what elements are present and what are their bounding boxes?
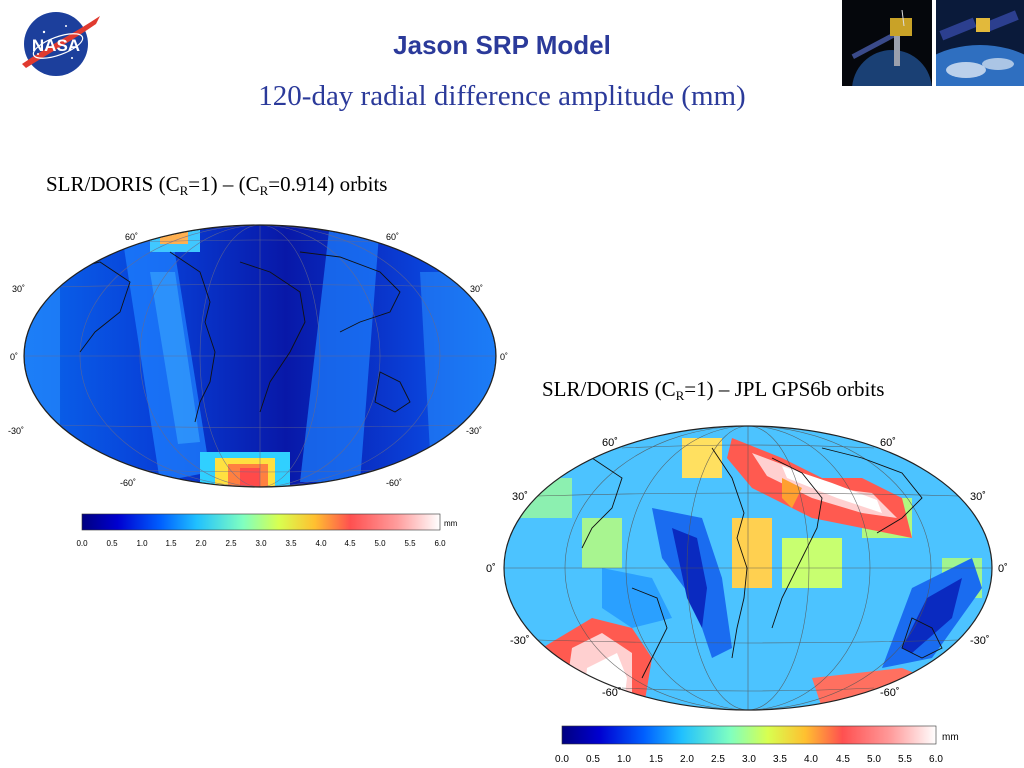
map-1-lat-60-right: 60˚	[386, 232, 399, 242]
map-1-tick: 4.0	[315, 539, 327, 548]
map-2-tick: 4.5	[836, 754, 850, 765]
map-panel-2: 60˚ 60˚ 30˚ 30˚ 0˚ 0˚ -30˚ -30˚ -60˚ -60…	[486, 425, 1008, 765]
map-1-tick: 0.0	[76, 539, 88, 548]
map-1-lat-0-right: 0˚	[500, 352, 508, 362]
map-1-colorbar-ticks: 0.0 0.5 1.0 1.5 2.0 2.5 3.0 3.5 4.0 4.5 …	[76, 539, 446, 548]
nasa-logo: NASA	[22, 12, 100, 76]
map-1-tick: 3.5	[285, 539, 297, 548]
map-2-tick: 2.0	[680, 754, 694, 765]
map-1-lat-m30-right: -30˚	[466, 426, 482, 436]
map-1-lat-m60-left: -60˚	[120, 478, 136, 488]
map-2-tick: 2.5	[711, 754, 725, 765]
map-2-tick: 1.0	[617, 754, 631, 765]
map-2-colorbar-unit: mm	[942, 732, 959, 743]
map-1-tick: 0.5	[106, 539, 118, 548]
map-1-lat-m30-left: -30˚	[8, 426, 24, 436]
satellite-image-2	[936, 0, 1024, 86]
panel-2-caption: SLR/DORIS (CR=1) – JPL GPS6b orbits	[542, 377, 885, 403]
map-2-tick: 1.5	[649, 754, 663, 765]
map-1-lat-60-left: 60˚	[125, 232, 138, 242]
map-1-colorbar-unit: mm	[444, 519, 458, 528]
map-2-lat-60-right: 60˚	[880, 437, 896, 449]
map-2-lat-0-left: 0˚	[486, 563, 496, 575]
map-2-tick: 5.5	[898, 754, 912, 765]
map-2-tick: 0.5	[586, 754, 600, 765]
map-2-lat-0-right: 0˚	[998, 563, 1008, 575]
map-1-tick: 2.0	[195, 539, 207, 548]
panel-1-caption: SLR/DORIS (CR=1) – (CR=0.914) orbits	[46, 172, 388, 198]
map-1-tick: 4.5	[344, 539, 356, 548]
map-1-tick: 6.0	[434, 539, 446, 548]
map-1-tick: 3.0	[255, 539, 267, 548]
slide-subtitle: 120-day radial difference amplitude (mm)	[258, 80, 746, 112]
map-panel-1: 60˚ 60˚ 30˚ 30˚ 0˚ 0˚ -30˚ -30˚ -60˚ -60…	[8, 224, 508, 548]
map-1-lat-m60-right: -60˚	[386, 478, 402, 488]
map-1-colorbar	[81, 513, 441, 531]
map-1-tick: 1.0	[136, 539, 148, 548]
logo-text: NASA	[32, 36, 80, 55]
map-1-field	[24, 225, 496, 487]
map-2-colorbar	[561, 725, 937, 745]
map-2-tick: 0.0	[555, 754, 569, 765]
map-2-lat-m30-right: -30˚	[970, 635, 990, 647]
map-2-lat-60-left: 60˚	[602, 437, 618, 449]
map-1-lat-30-left: 30˚	[12, 284, 25, 294]
slide-title: Jason SRP Model	[393, 30, 611, 60]
map-2-tick: 3.0	[742, 754, 756, 765]
map-2-tick: 5.0	[867, 754, 881, 765]
map-1-lat-0-left: 0˚	[10, 352, 18, 362]
map-2-lat-m60-left: -60˚	[602, 687, 622, 699]
map-2-lat-30-right: 30˚	[970, 491, 986, 503]
map-1-tick: 5.0	[374, 539, 386, 548]
map-1-tick: 2.5	[225, 539, 237, 548]
map-2-lat-30-left: 30˚	[512, 491, 528, 503]
map-2-tick: 6.0	[929, 754, 943, 765]
map-1-tick: 1.5	[165, 539, 177, 548]
map-2-tick: 3.5	[773, 754, 787, 765]
satellite-image-1	[842, 0, 932, 86]
map-1-tick: 5.5	[404, 539, 416, 548]
map-2-tick: 4.0	[804, 754, 818, 765]
map-2-colorbar-ticks: 0.0 0.5 1.0 1.5 2.0 2.5 3.0 3.5 4.0 4.5 …	[555, 754, 943, 765]
map-2-field	[504, 426, 992, 710]
map-2-lat-m60-right: -60˚	[880, 687, 900, 699]
map-2-lat-m30-left: -30˚	[510, 635, 530, 647]
map-1-lat-30-right: 30˚	[470, 284, 483, 294]
